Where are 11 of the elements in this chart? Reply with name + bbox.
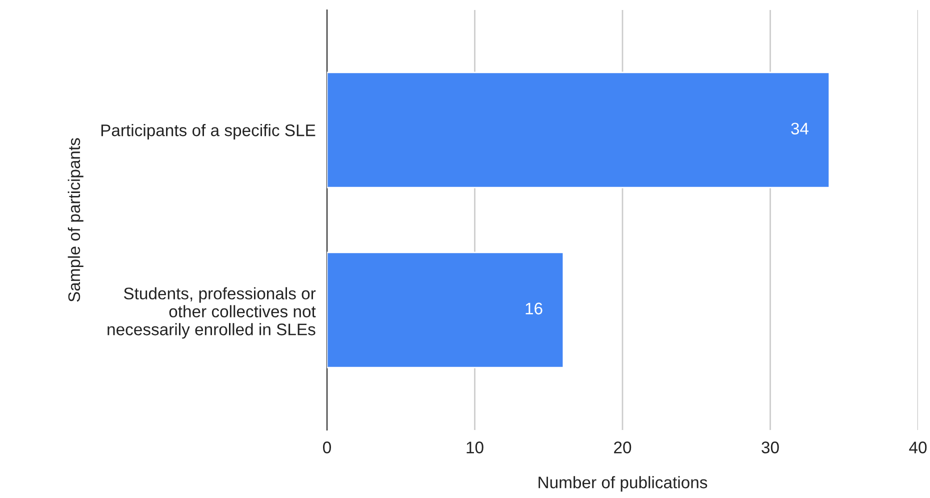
- y-tick-label: Students, professionals or other collectives not necessarily enrolled in SLEs: [108, 287, 316, 339]
- y-tick-label: Participants of a specific SLE: [101, 124, 316, 140]
- data-label: 34: [791, 122, 809, 134]
- x-tick-label: 20: [614, 442, 632, 454]
- y-axis-title: Sample of participants: [68, 138, 84, 302]
- x-tick-label: 0: [323, 442, 331, 454]
- x-tick-label: 40: [909, 442, 927, 454]
- x-axis-title: Number of publications: [538, 476, 708, 492]
- x-tick-label: 10: [466, 442, 484, 454]
- x-tick-label: 30: [762, 442, 779, 454]
- data-label: 16: [526, 302, 542, 314]
